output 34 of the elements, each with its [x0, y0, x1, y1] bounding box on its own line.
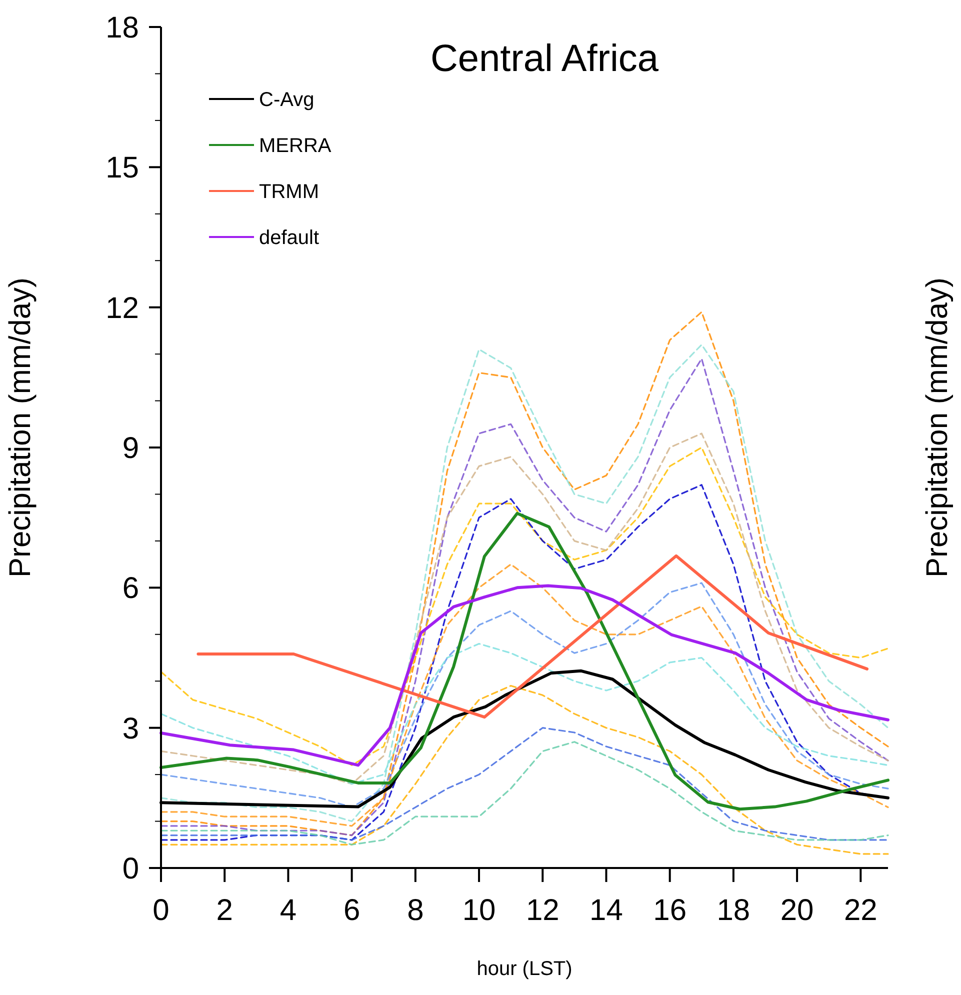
chart-title: Central Africa — [430, 38, 660, 80]
legend-label: C-Avg — [259, 89, 314, 111]
y-tick-label: 9 — [122, 432, 139, 465]
y-tick-label: 6 — [122, 572, 139, 606]
line-series — [160, 741, 889, 846]
x-tick-label: 8 — [407, 894, 424, 927]
line-series — [160, 684, 889, 855]
line-series — [160, 727, 889, 841]
line-series — [160, 584, 890, 767]
x-tick-label: 10 — [462, 894, 496, 927]
x-tick-label: 14 — [590, 894, 623, 927]
x-axis-title: hour (LST) — [476, 958, 572, 980]
y-tick-label: 3 — [122, 712, 139, 746]
x-tick-label: 2 — [216, 894, 233, 927]
x-tick-label: 22 — [844, 894, 878, 927]
y-tick-label: 12 — [106, 292, 139, 325]
y-tick-label: 0 — [122, 852, 139, 886]
y-tick-label: 15 — [106, 152, 139, 185]
x-tick-label: 16 — [653, 894, 687, 927]
x-tick-label: 12 — [526, 894, 560, 927]
x-tick-label: 0 — [152, 894, 170, 927]
line-series — [196, 554, 869, 719]
legend-label: MERRA — [259, 135, 332, 157]
y2-axis-title: Precipitation (mm/day) — [921, 277, 954, 578]
x-tick-label: 4 — [280, 894, 297, 927]
x-tick-label: 20 — [780, 894, 814, 927]
line-series — [160, 642, 889, 785]
y-axis-title: Precipitation (mm/day) — [4, 277, 37, 578]
y-tick-label: 18 — [106, 12, 139, 44]
x-tick-label: 18 — [716, 894, 750, 927]
legend-label: default — [259, 227, 320, 249]
x-tick-label: 6 — [343, 894, 360, 927]
legend-label: TRMM — [259, 181, 319, 203]
line-series — [160, 512, 890, 811]
